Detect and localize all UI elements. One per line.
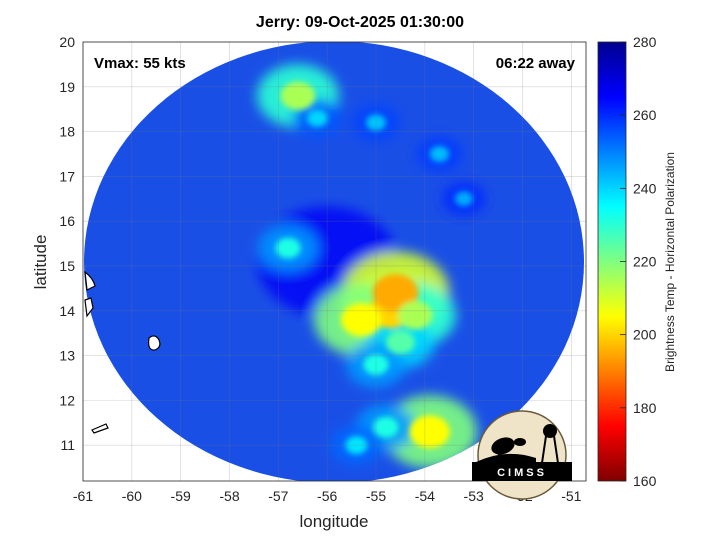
colorbar-tick-label: 260	[633, 107, 657, 123]
swath-feature	[280, 81, 316, 110]
x-tick-label: -60	[122, 488, 142, 504]
y-tick-label: 11	[60, 437, 75, 453]
chart-title: Jerry: 09-Oct-2025 01:30:00	[255, 14, 465, 31]
x-tick-label: -61	[73, 488, 93, 504]
swath-feature	[345, 436, 368, 455]
x-tick-label: -56	[317, 488, 337, 504]
swath-feature	[306, 109, 328, 127]
y-tick-label: 13	[59, 348, 75, 364]
swath-feature	[341, 303, 382, 337]
y-axis-label: latitude	[31, 235, 50, 290]
y-tick-label: 15	[59, 258, 75, 274]
y-tick-labels: 20 19 18 17 16 15 14 13 12 11	[59, 34, 75, 453]
colorbar-ticks: 280 260 240 220 200 180 160	[620, 34, 657, 489]
colorbar-tick-label: 180	[633, 400, 657, 416]
y-tick-label: 14	[59, 303, 75, 319]
colorbar-tick-label: 280	[633, 34, 657, 50]
swath-feature	[373, 416, 399, 438]
grid-lines	[82, 41, 586, 481]
swath-feature	[397, 301, 433, 330]
x-tick-label: -55	[366, 488, 386, 504]
swath-feature	[275, 237, 301, 259]
swath-feature	[454, 191, 473, 207]
y-tick-label: 18	[59, 124, 75, 140]
time-away-annotation: 06:22 away	[496, 55, 576, 72]
axes-box	[82, 41, 587, 482]
y-tick-label: 16	[59, 213, 75, 229]
island-outlines	[84, 270, 161, 434]
y-tick-label: 12	[59, 392, 75, 408]
x-tick-label: -58	[219, 488, 239, 504]
x-tick-label: -54	[415, 488, 435, 504]
x-axis-label: longitude	[299, 512, 368, 531]
colorbar-tick-label: 220	[633, 254, 657, 270]
swath-feature	[363, 354, 389, 375]
swath-feature	[429, 146, 450, 162]
swath-feature	[372, 274, 419, 312]
swath-feature	[409, 415, 450, 449]
colorbar-tick-label: 200	[633, 327, 657, 343]
colorbar-tick-label: 160	[633, 473, 657, 489]
y-tick-label: 20	[59, 34, 75, 50]
logo-text: CIMSS	[497, 467, 547, 479]
cimss-logo: CIMSS	[472, 410, 572, 500]
y-tick-label: 17	[59, 168, 75, 184]
x-tick-label: -57	[268, 488, 288, 504]
x-tick-label: -53	[464, 488, 484, 504]
swath-feature	[366, 114, 386, 131]
x-tick-label: -59	[171, 488, 191, 504]
swath-image	[84, 42, 584, 481]
x-tick-label: -51	[561, 488, 581, 504]
vmax-annotation: Vmax: 55 kts	[94, 55, 186, 72]
colorbar-label: Brightness Temp - Horizontal Polarizatio…	[663, 152, 677, 372]
swath-feature	[385, 330, 416, 355]
y-tick-label: 19	[59, 79, 75, 95]
colorbar-tick-label: 240	[633, 180, 657, 196]
